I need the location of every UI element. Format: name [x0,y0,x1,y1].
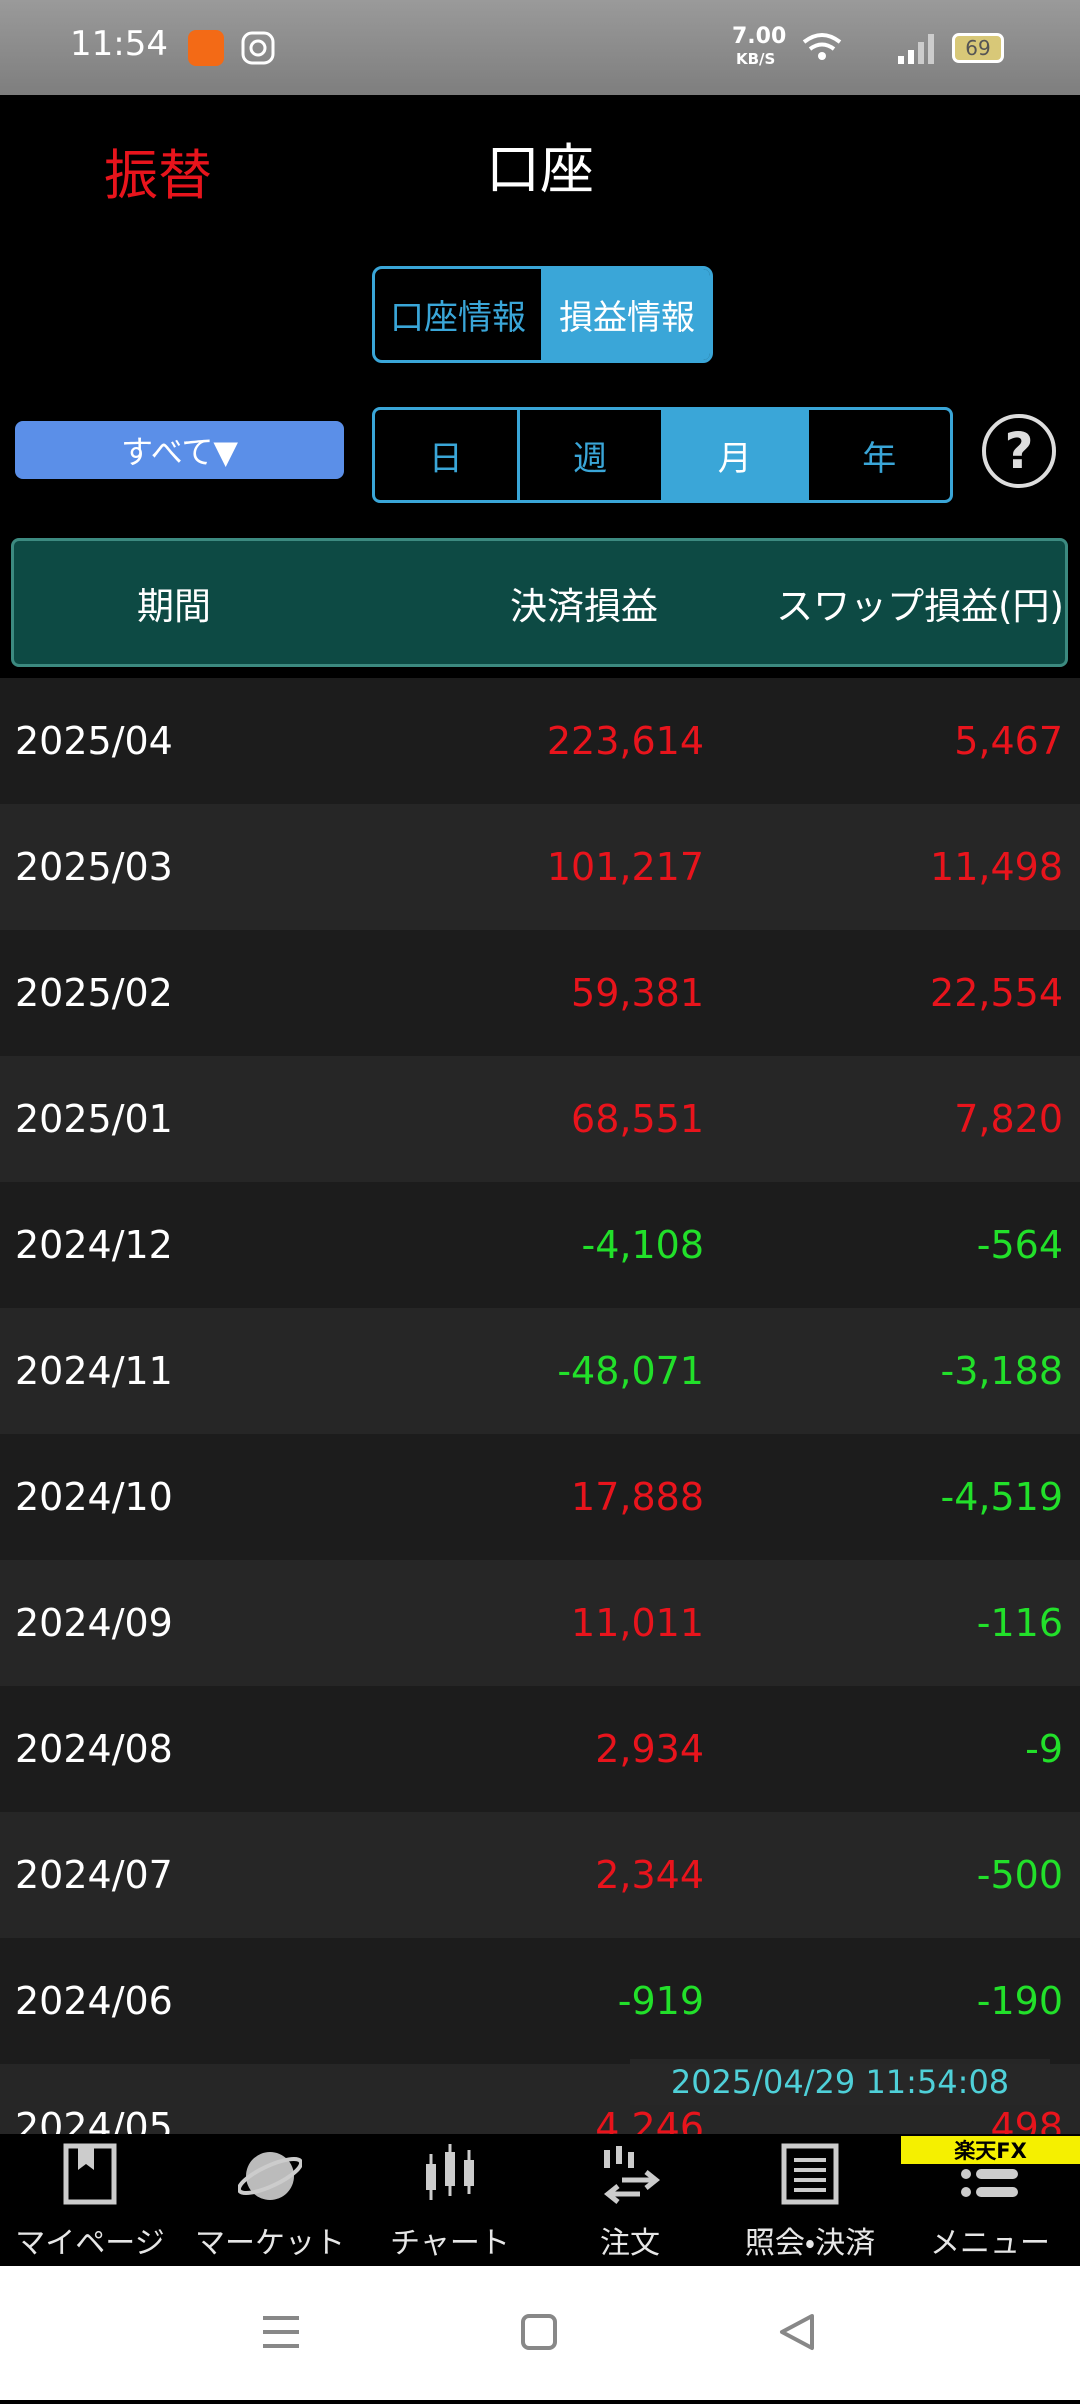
app-icon [188,30,224,66]
nav-label: チャート [390,2226,510,2261]
settlement-pl-cell: 101,217 [546,845,704,889]
page-title: 口座 [486,137,594,201]
nav-item[interactable]: 照会・決済 [720,2134,900,2266]
settlement-pl-cell: 17,888 [571,1475,704,1519]
filter-dropdown[interactable]: すべて▼ [15,421,344,479]
settlement-pl-cell: 2,344 [595,1853,704,1897]
table-row: 2024/06 -919 -190 [0,1938,1080,2064]
period-cell: 2024/05 [15,2105,173,2134]
settlement-pl-cell: 4,246 [595,2105,704,2134]
back-key[interactable] [780,2314,814,2350]
swap-pl-cell: 11,498 [930,845,1063,889]
tab-group: 口座情報 損益情報 [372,266,713,363]
nav-label: 照会・決済 [744,2226,876,2261]
instagram-icon [241,31,275,65]
period-cell: 2025/01 [15,1097,173,1141]
table-body: 2025/04 223,614 5,467 2025/03 101,217 11,498 2… [0,678,1080,2134]
period-button[interactable]: 日 [428,438,463,479]
period-cell: 2024/06 [15,1979,173,2023]
settlement-pl-cell: 11,011 [571,1601,704,1645]
swap-pl-cell: -564 [976,1223,1063,1267]
column-header: 期間 [137,584,211,628]
system-nav [0,2266,1080,2400]
period-button[interactable]: 年 [805,410,951,500]
signal-icons [802,33,934,64]
table-row: 2025/02 59,381 22,554 [0,930,1080,1056]
period-cell: 2024/10 [15,1475,173,1519]
period-cell: 2024/07 [15,1853,173,1897]
nav-item[interactable]: マーケット [180,2134,360,2266]
table-row: 2024/11 -48,071 -3,188 [0,1308,1080,1434]
settlement-pl-cell: 68,551 [571,1097,704,1141]
period-cell: 2024/11 [15,1349,173,1393]
settlement-pl-cell: -919 [617,1979,704,2023]
net-speed: 7.00 [732,24,787,49]
table-row: 2025/03 101,217 11,498 [0,804,1080,930]
swap-pl-cell: 22,554 [930,971,1063,1015]
table-row: 2025/01 68,551 7,820 [0,1056,1080,1182]
period-cell: 2025/02 [15,971,173,1015]
nav-item[interactable]: チャート [360,2134,540,2266]
swap-pl-cell: 5,467 [954,719,1063,763]
swap-pl-cell: -9 [1025,1727,1063,1771]
net-speed-unit: KB/S [736,50,776,68]
nav-icon [238,2152,302,2200]
nav-icon [63,2143,117,2205]
swap-pl-cell: 498 [990,2105,1063,2134]
settlement-pl-cell: -4,108 [581,1223,705,1267]
menu-key[interactable] [263,2316,299,2348]
table-row: 2025/04 223,614 5,467 [0,678,1080,804]
tab[interactable]: 損益情報 [541,269,710,360]
swap-pl-cell: -4,519 [940,1475,1064,1519]
swap-pl-cell: -3,188 [940,1349,1064,1393]
table-row: 2024/08 2,934 -9 [0,1686,1080,1812]
nav-icon [603,2146,661,2204]
timestamp: 2025/04/29 11:54:08 [630,2059,1050,2105]
bottom-nav: 楽天FX マイページ マーケット チャート 注文 照会・決済 メニュー [0,2134,1080,2266]
battery: 69 [952,33,1004,63]
nav-item[interactable]: 注文 [540,2134,720,2266]
settlement-pl-cell: -48,071 [557,1349,704,1393]
settlement-pl-cell: 2,934 [595,1727,704,1771]
nav-label: マイページ [15,2226,165,2261]
table-header: 期間 決済損益 スワップ損益(円) [11,538,1068,667]
swap-pl-cell: 7,820 [954,1097,1063,1141]
column-header: 決済損益 [510,584,658,628]
period-cell: 2024/08 [15,1727,173,1771]
header: 振替 口座 口座情報 損益情報 すべて▼ 日 週月年 ? 期間 決済損益 スワップ損益(… [0,95,1080,678]
help-button[interactable]: ? [982,414,1056,488]
period-cell: 2025/04 [15,719,173,763]
swap-pl-cell: -116 [976,1601,1063,1645]
nav-icon [781,2143,839,2205]
table-row: 2024/07 2,344 -500 [0,1812,1080,1938]
settlement-pl-cell: 223,614 [546,719,704,763]
swap-pl-cell: -500 [976,1853,1063,1897]
swap-pl-cell: -190 [976,1979,1063,2023]
nav-item[interactable]: マイページ [0,2134,180,2266]
period-cell: 2024/12 [15,1223,173,1267]
period-selector: 日 週月年 [372,407,953,503]
tab[interactable]: 口座情報 [390,298,526,338]
period-button[interactable]: 月 [661,410,806,500]
transfer-button[interactable]: 振替 [104,144,212,207]
status-bar: 11:54 7.00 KB/S 69 [0,0,1080,95]
nav-label: 注文 [600,2226,660,2261]
status-time: 11:54 [70,24,168,64]
table-row: 2024/12 -4,108 -564 [0,1182,1080,1308]
period-button[interactable]: 週 [516,410,662,500]
system-nav-icons [263,2314,814,2350]
period-cell: 2024/09 [15,1601,173,1645]
table-row: 2024/09 11,011 -116 [0,1560,1080,1686]
nav-label: マーケット [195,2226,345,2261]
nav-icon [426,2144,474,2200]
column-header: スワップ損益(円) [776,584,1064,628]
settlement-pl-cell: 59,381 [571,971,704,1015]
home-key[interactable] [521,2314,557,2350]
period-cell: 2025/03 [15,845,173,889]
table-row: 2024/10 17,888 -4,519 [0,1434,1080,1560]
brand-badge: 楽天FX [901,2136,1080,2164]
nav-label: メニュー [930,2226,1050,2261]
